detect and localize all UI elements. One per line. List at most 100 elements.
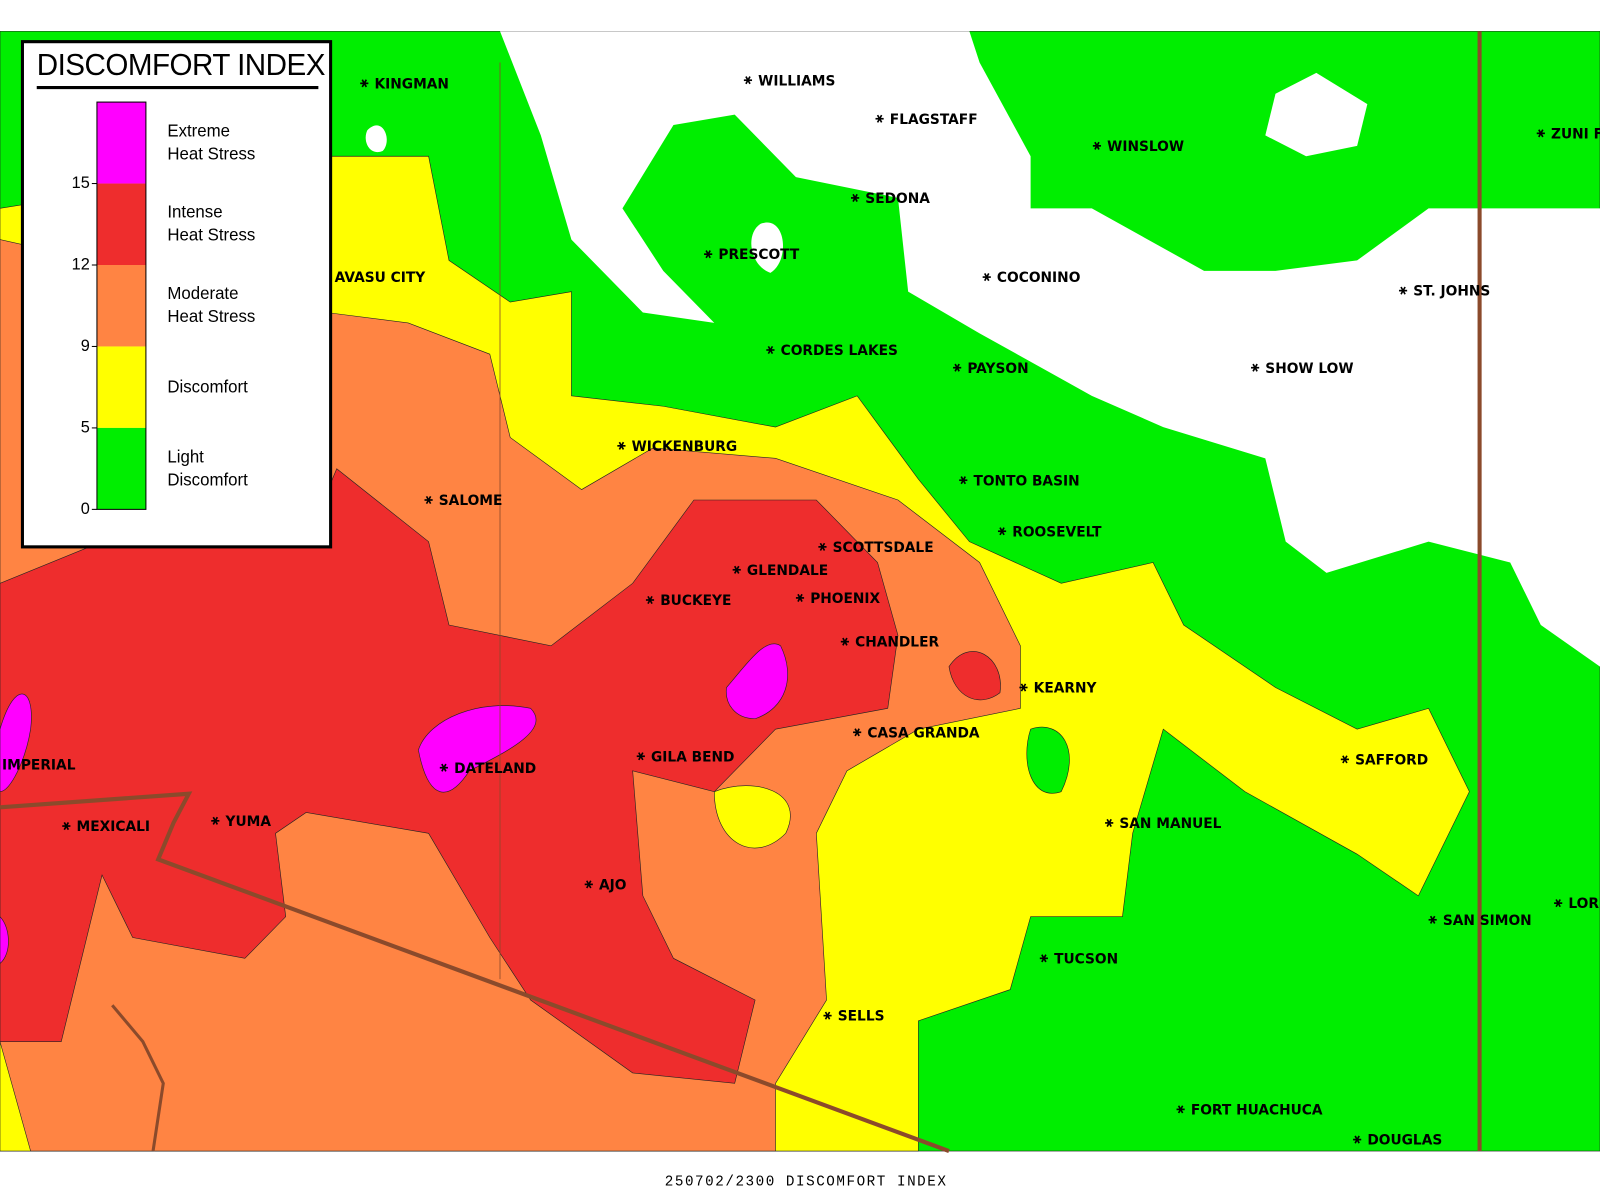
footer: 250702/2300 DISCOMFORT INDEX (665, 1174, 948, 1190)
legend-label: Intense Heat Stress (167, 203, 256, 246)
city-label: AJO (599, 877, 627, 893)
city-label: SHOW LOW (1265, 361, 1353, 377)
city-label: CHANDLER (855, 635, 939, 651)
asterisk-stroke (745, 76, 751, 85)
region (751, 222, 784, 273)
asterisk-stroke (1106, 818, 1112, 827)
city-marker (424, 495, 433, 505)
city-label: WINSLOW (1107, 139, 1184, 155)
city-marker (743, 76, 753, 85)
asterisk-stroke (1538, 129, 1544, 138)
asterisk-stroke (1252, 363, 1258, 372)
region (1265, 72, 1368, 157)
region (0, 693, 32, 792)
city-marker (823, 1011, 832, 1020)
city-label: ST. JOHNS (1413, 284, 1490, 300)
city-label: DOUGLAS (1367, 1133, 1442, 1149)
asterisk-stroke (960, 476, 967, 485)
asterisk-stroke (705, 250, 711, 259)
asterisk-stroke (63, 822, 70, 831)
city-label: PHOENIX (810, 591, 880, 607)
city-label: FORT HUACHUCA (1191, 1102, 1323, 1118)
city-label: KINGMAN (374, 76, 448, 92)
legend-label-cell: Extreme Heat Stress (167, 102, 256, 183)
city-label: AVASU CITY (335, 270, 426, 286)
legend-tick-label: 12 (72, 255, 90, 273)
city-marker (1105, 818, 1114, 827)
legend-swatch (96, 102, 146, 184)
legend-swatch (96, 427, 146, 510)
city-label: ROOSEVELT (1012, 524, 1102, 540)
river (111, 1004, 165, 1152)
city-marker (1536, 129, 1545, 138)
city-label: GLENDALE (747, 563, 828, 579)
city-label: MEXICALI (77, 819, 150, 835)
asterisk-stroke (999, 527, 1005, 536)
legend-swatch (96, 265, 146, 347)
city-labels: KINGMAN WILLIAMS FLAGSTAFF WINSLOW ZUNI F SED… (2, 73, 1600, 1149)
asterisk-stroke (425, 495, 432, 505)
asterisk-stroke (1342, 755, 1348, 764)
region (1026, 727, 1070, 794)
region (726, 643, 788, 720)
asterisk-stroke (852, 193, 858, 202)
city-label: SAFFORD (1355, 752, 1428, 768)
asterisk-stroke (797, 593, 803, 602)
city-marker (1340, 755, 1349, 764)
city-marker (732, 565, 741, 574)
city-label: PRESCOTT (718, 247, 799, 263)
legend-swatch (96, 346, 146, 428)
city-label: TONTO BASIN (973, 473, 1079, 489)
city-marker (982, 273, 991, 282)
asterisk-stroke (618, 441, 625, 450)
legend-label-cell: Light Discomfort (167, 428, 256, 509)
legend-swatch (96, 183, 146, 265)
legend-label-cell: Intense Heat Stress (167, 184, 256, 265)
asterisk-stroke (647, 595, 653, 605)
city-label: TUCSON (1054, 951, 1118, 967)
city-marker (997, 527, 1007, 536)
city-marker (1353, 1135, 1362, 1144)
city-marker (953, 363, 962, 372)
city-label: SAN SIMON (1443, 913, 1532, 929)
city-marker (645, 595, 655, 605)
city-marker (439, 763, 448, 772)
legend: DISCOMFORT INDEX 15 12 9 5 0 Extreme Heat St… (20, 40, 333, 549)
asterisk-stroke (1354, 1135, 1360, 1144)
city-label: KEARNY (1034, 680, 1098, 696)
asterisk-stroke (1555, 899, 1561, 908)
city-marker (1039, 954, 1048, 963)
legend-tick-label: 15 (72, 174, 90, 192)
city-marker (211, 816, 220, 825)
city-marker (62, 822, 71, 831)
asterisk-stroke (586, 880, 592, 889)
city-marker (1251, 363, 1260, 372)
asterisk-stroke (1429, 915, 1436, 924)
city-marker (1398, 286, 1408, 295)
city-label: BUCKEYE (660, 593, 731, 609)
region (0, 916, 9, 964)
city-label: DATELAND (454, 761, 536, 777)
city-label: CASA GRANDA (867, 725, 979, 741)
city-label: FLAGSTAFF (890, 112, 978, 128)
legend-bar: 15 12 9 5 0 (72, 101, 147, 518)
city-marker (704, 250, 713, 259)
legend-label: Discomfort (167, 377, 248, 397)
city-marker (1092, 141, 1102, 150)
city-marker (1428, 915, 1437, 924)
asterisk-stroke (842, 637, 848, 646)
city-label: SAN MANUEL (1119, 816, 1221, 832)
city-marker (840, 637, 849, 646)
city-label: CORDES LAKES (781, 343, 898, 359)
city-marker (851, 193, 860, 202)
legend-label-cell: Moderate Heat Stress (167, 265, 256, 346)
city-marker (818, 542, 827, 551)
legend-bar-outline (96, 101, 147, 510)
city-marker (853, 728, 862, 737)
city-marker (584, 880, 593, 889)
national-border (0, 791, 950, 1154)
region (713, 785, 791, 849)
city-label: YUMA (225, 814, 272, 830)
city-marker (875, 114, 884, 123)
